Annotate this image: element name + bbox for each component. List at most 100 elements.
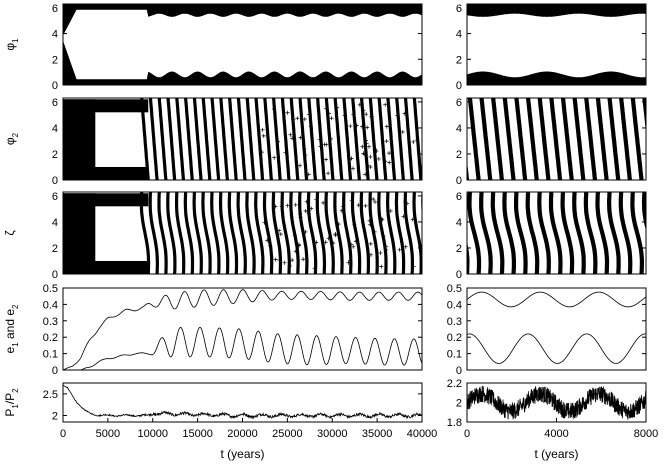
panel-period-long-ylabel-sub2: 2 xyxy=(11,388,20,393)
panel-phi2-long-stripe xyxy=(254,98,265,180)
panel-phi2-short-ytick-label: 0 xyxy=(456,175,462,187)
panel-phi2-short-stripe xyxy=(549,98,563,180)
panel-phi2-short-stripe xyxy=(491,98,504,180)
panel-zeta-long-scatter-point xyxy=(404,201,409,206)
panel-zeta-long-scatter-point xyxy=(331,241,336,246)
panel-zeta-long-stripe xyxy=(289,192,300,274)
panel-zeta-long-marks xyxy=(63,192,422,274)
panel-phi2-long-scatter-point xyxy=(364,141,369,146)
panel-period-long-xtick-label: 5000 xyxy=(96,428,120,440)
panel-phi2-long-stripe xyxy=(228,98,238,180)
panel-zeta-long-scatter-point xyxy=(339,208,344,213)
panel-phi2-long-scatter-point xyxy=(317,137,322,142)
panel-ecc-long-ytick-label: 0.2 xyxy=(43,332,58,344)
panel-phi2-long-scatter-point xyxy=(369,114,374,119)
panel-phi2-long-scatter-point xyxy=(302,146,307,151)
panel-phi2-long-scatter-point xyxy=(373,147,378,152)
panel-zeta-long-scatter-point xyxy=(363,203,368,208)
panel-phi2-long-scatter-point xyxy=(357,102,362,107)
panel-phi2-long-scatter-point xyxy=(285,110,290,115)
panel-phi1-short-frame xyxy=(466,3,647,86)
panel-zeta-long-scatter-point xyxy=(314,240,319,245)
panel-zeta-long-stripe xyxy=(385,192,397,274)
panel-zeta-long-stripe xyxy=(280,192,291,274)
panel-phi2-long-scatter-point xyxy=(387,160,392,165)
panel-zeta-long-scatter-point xyxy=(277,228,282,233)
panel-zeta-short-stripe xyxy=(514,192,528,274)
panel-ecc-short-ytick-label: 0.5 xyxy=(447,283,462,295)
panel-phi2-long-ylabel-sub: 2 xyxy=(11,132,20,137)
panel-phi2-long-scatter-point xyxy=(365,125,370,130)
panel-phi2-long-scatter-point xyxy=(348,124,353,129)
panel-phi2-long-stripe xyxy=(219,98,229,180)
panel-period-long-xtick-label: 40000 xyxy=(407,428,438,440)
panel-zeta-long-scatter-point xyxy=(292,233,297,238)
panel-zeta-long-scatter-point xyxy=(411,264,416,269)
panel-zeta-long-scatter-point xyxy=(273,204,278,209)
panel-phi2-long-scatter-point xyxy=(360,124,365,129)
panel-zeta-long-scatter-point xyxy=(287,263,292,268)
panel-phi2-long-scatter-point xyxy=(411,139,416,144)
panel-zeta-long-scatter-point xyxy=(410,217,415,222)
panel-zeta-long-stripe xyxy=(333,192,344,274)
panel-ecc-long: 0 0.1 0.2 0.3 0.4 0.5 e1 and e2 xyxy=(3,283,423,377)
panel-phi2-long-scatter-point xyxy=(387,151,392,156)
panel-zeta-long-scatter-point xyxy=(312,266,317,271)
panel-zeta-long-stripe xyxy=(139,192,151,274)
panel-zeta-long-scatter-point xyxy=(368,241,373,246)
panel-phi2-long-stripe xyxy=(421,98,422,104)
panel-zeta-short-stripe xyxy=(595,192,610,274)
panel-zeta-short-stripe xyxy=(537,192,551,274)
panel-zeta-long-scatter-point xyxy=(352,222,357,227)
panel-zeta-long-scatter-point xyxy=(268,243,273,248)
panel-zeta-long-scatter-point xyxy=(309,206,314,211)
panel-zeta-long-scatter-point xyxy=(403,244,408,249)
panel-ecc-short-series-1 xyxy=(467,291,646,308)
panel-phi2-long-scatter-point xyxy=(364,112,369,117)
panel-ecc-long-ytick-label: 0.5 xyxy=(43,283,58,295)
panel-zeta-short-stripe xyxy=(560,192,575,274)
panel-phi2-short-stripe xyxy=(467,160,470,180)
panel-phi2-short-ytick-label: 2 xyxy=(456,149,462,161)
panel-phi2-long-scatter-point xyxy=(326,171,331,176)
panel-phi2-long-scatter-point xyxy=(362,152,367,157)
panel-phi2-long-scatter-point xyxy=(298,163,303,168)
panel-phi2-long-scatter-point xyxy=(347,157,352,162)
panel-period-long-xtick-label: 10000 xyxy=(137,428,168,440)
panel-zeta-long-stripe xyxy=(403,192,414,274)
panel-phi2-long-early-block xyxy=(63,99,96,180)
panel-phi1-short-ytick-label: 6 xyxy=(456,3,462,15)
panel-period-long-xlabel: t (years) xyxy=(220,447,264,461)
panel-zeta-long-stripe xyxy=(183,192,195,274)
panel-zeta-long-stripe xyxy=(315,192,327,274)
panel-phi2-short-stripe xyxy=(619,98,632,180)
panel-phi1-long-lower-band xyxy=(63,40,422,85)
panel-phi2-long-lower-band xyxy=(63,166,149,180)
panel-period-short-xtick-label: 0 xyxy=(464,428,470,440)
panel-phi2-long-scatter-point xyxy=(307,112,312,117)
panel-ecc-short-frame xyxy=(466,287,647,371)
panel-zeta-long-stripe xyxy=(218,192,230,274)
panel-phi2-long-marks xyxy=(63,98,422,180)
panel-phi2-long-scatter-point xyxy=(365,163,370,168)
panel-phi2-long-stripe xyxy=(351,98,361,180)
panel-phi2-short-stripe xyxy=(560,98,574,180)
panel-phi2-long-stripe xyxy=(245,98,256,180)
panel-phi2-long-stripe xyxy=(403,98,414,180)
panel-zeta-long-scatter-point xyxy=(384,244,389,249)
panel-phi1-long-frame xyxy=(62,3,423,86)
panel-phi1-short-lower-band xyxy=(467,71,646,85)
panel-phi2-long-stripe xyxy=(263,98,273,180)
panel-phi1-long-ytick-label: 2 xyxy=(52,54,58,66)
panel-zeta-long-scatter-point xyxy=(298,215,303,220)
panel-zeta-long-scatter-point xyxy=(262,220,267,225)
panel-zeta-long-scatter-point xyxy=(279,204,284,209)
panel-phi1-long-ylabel: φ1 xyxy=(3,38,20,51)
panel-zeta-long-scatter-point xyxy=(326,236,331,241)
panel-zeta-long-upper-band xyxy=(63,193,149,207)
panel-period-long-marks xyxy=(63,384,422,420)
panel-zeta-long-stripe xyxy=(236,192,247,274)
panel-period-long-xtick-label: 15000 xyxy=(182,428,213,440)
panel-zeta-long-stripe xyxy=(254,192,265,274)
